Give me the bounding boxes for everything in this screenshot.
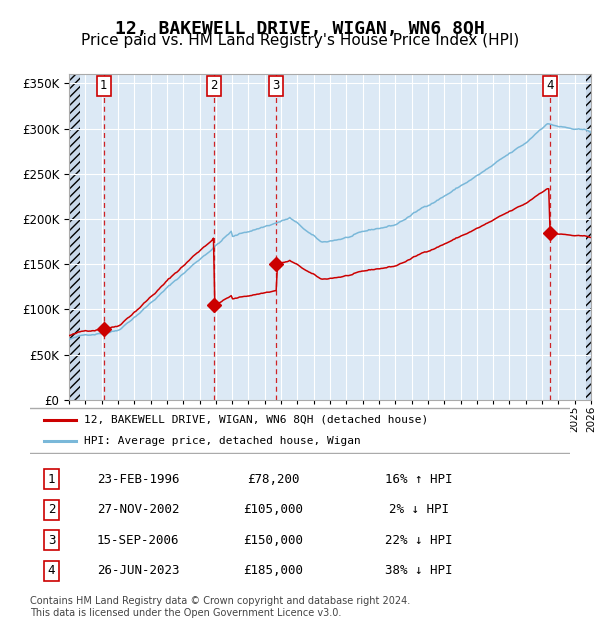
Text: 22% ↓ HPI: 22% ↓ HPI xyxy=(385,534,452,547)
Text: 27-NOV-2002: 27-NOV-2002 xyxy=(97,503,179,516)
Text: This data is licensed under the Open Government Licence v3.0.: This data is licensed under the Open Gov… xyxy=(30,608,341,618)
Bar xyxy=(69,74,80,400)
Text: £150,000: £150,000 xyxy=(243,534,303,547)
Text: £105,000: £105,000 xyxy=(243,503,303,516)
Text: HPI: Average price, detached house, Wigan: HPI: Average price, detached house, Wiga… xyxy=(84,436,361,446)
Text: 4: 4 xyxy=(546,79,554,92)
Text: 38% ↓ HPI: 38% ↓ HPI xyxy=(385,564,452,577)
Text: 3: 3 xyxy=(48,534,55,547)
Text: 15-SEP-2006: 15-SEP-2006 xyxy=(97,534,179,547)
Text: 23-FEB-1996: 23-FEB-1996 xyxy=(97,472,179,485)
Text: 2: 2 xyxy=(48,503,55,516)
Text: 12, BAKEWELL DRIVE, WIGAN, WN6 8QH (detached house): 12, BAKEWELL DRIVE, WIGAN, WN6 8QH (deta… xyxy=(84,415,428,425)
Text: £78,200: £78,200 xyxy=(247,472,299,485)
Text: 2: 2 xyxy=(211,79,218,92)
Text: 12, BAKEWELL DRIVE, WIGAN, WN6 8QH: 12, BAKEWELL DRIVE, WIGAN, WN6 8QH xyxy=(115,20,485,38)
Text: Contains HM Land Registry data © Crown copyright and database right 2024.: Contains HM Land Registry data © Crown c… xyxy=(30,596,410,606)
Text: 1: 1 xyxy=(48,472,55,485)
Text: £185,000: £185,000 xyxy=(243,564,303,577)
FancyBboxPatch shape xyxy=(28,408,572,453)
Text: 2% ↓ HPI: 2% ↓ HPI xyxy=(389,503,449,516)
Text: 1: 1 xyxy=(100,79,107,92)
Text: 26-JUN-2023: 26-JUN-2023 xyxy=(97,564,179,577)
Text: 3: 3 xyxy=(272,79,280,92)
Text: 16% ↑ HPI: 16% ↑ HPI xyxy=(385,472,452,485)
Text: Price paid vs. HM Land Registry's House Price Index (HPI): Price paid vs. HM Land Registry's House … xyxy=(81,33,519,48)
Bar xyxy=(586,74,600,400)
Text: 4: 4 xyxy=(48,564,55,577)
